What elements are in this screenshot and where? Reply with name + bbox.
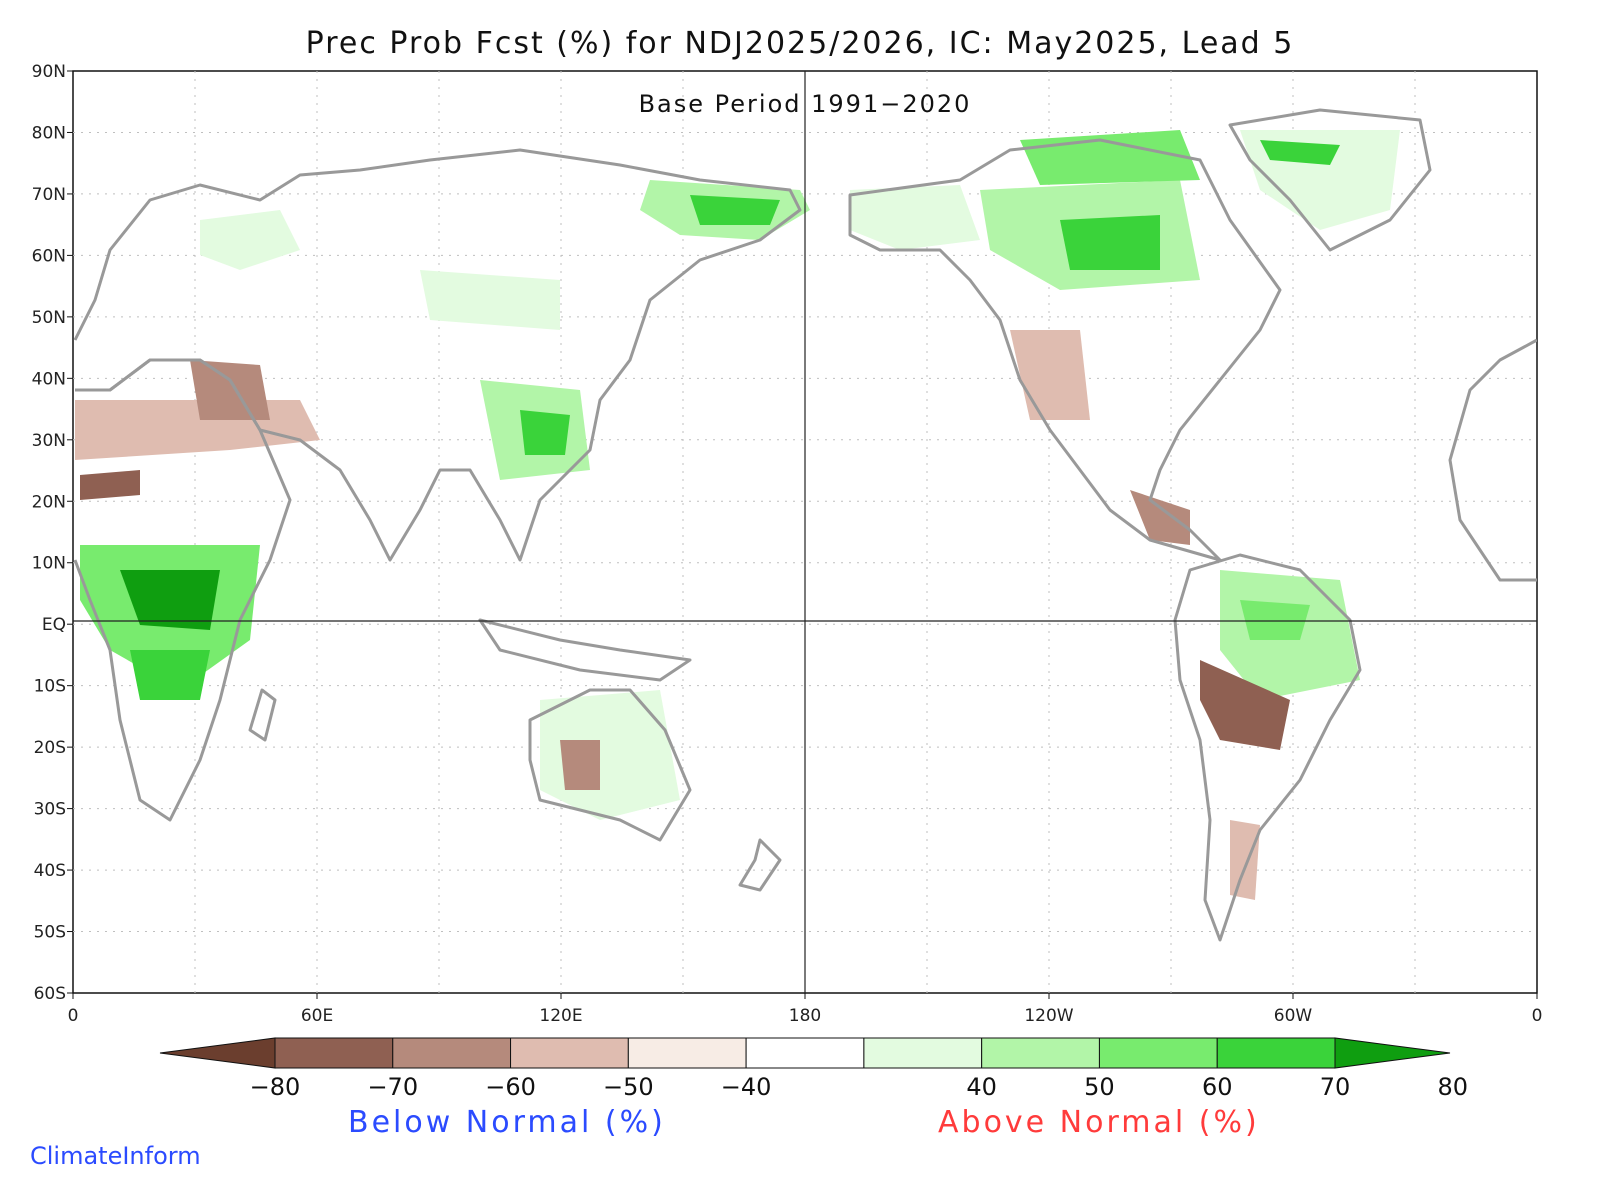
coast-europe-asia bbox=[73, 148, 802, 562]
lon-tick-label: 120W bbox=[1024, 1006, 1073, 1026]
lat-tick-label: 10S bbox=[34, 677, 66, 697]
colorbar-box bbox=[1098, 1037, 1218, 1069]
coast-south-america bbox=[1173, 553, 1362, 942]
lon-tick-label: 60E bbox=[301, 1006, 333, 1026]
map-body bbox=[73, 71, 1537, 993]
colorbar-left-arrow bbox=[159, 1037, 276, 1069]
lat-tick-label: 40S bbox=[34, 861, 66, 881]
coast-australia bbox=[528, 688, 692, 842]
coastlines bbox=[73, 108, 1537, 942]
lat-tick-label: EQ bbox=[42, 615, 66, 635]
lon-tick-label: 0 bbox=[68, 1006, 79, 1026]
colorbar-tick-label: −40 bbox=[721, 1073, 772, 1101]
colorbar-tick-label: −60 bbox=[485, 1073, 536, 1101]
colorbar-right-arrow bbox=[1334, 1037, 1451, 1069]
shade-andes-dry bbox=[1200, 660, 1290, 750]
shade-amazon-core bbox=[1240, 600, 1310, 640]
shade-china-core bbox=[520, 410, 570, 455]
shade-central-america bbox=[1130, 490, 1190, 545]
colorbar-box bbox=[627, 1037, 747, 1069]
colorbar-tick-label: −50 bbox=[603, 1073, 654, 1101]
latitude-axis: 90N 80N 70N 60N 50N 40N 30N 20N 10N EQ 10S 20S 30S 40… bbox=[32, 62, 73, 1004]
shade-east-africa bbox=[130, 650, 210, 700]
lat-tick-label: 80N bbox=[32, 123, 66, 143]
lat-tick-label: 20S bbox=[34, 738, 66, 758]
lon-tick-label: 120E bbox=[539, 1006, 582, 1026]
map-subtitle: Base Period 1991−2020 bbox=[639, 90, 972, 118]
colorbar-tick-label: 80 bbox=[1438, 1073, 1469, 1101]
shade-canada-core bbox=[1060, 215, 1160, 270]
colorbar-box bbox=[863, 1037, 983, 1069]
shade-north-europe bbox=[200, 210, 300, 270]
forecast-shading bbox=[75, 130, 1400, 900]
lat-tick-label: 10N bbox=[32, 554, 66, 574]
lat-tick-label: 30N bbox=[32, 431, 66, 451]
lat-tick-label: 90N bbox=[32, 62, 66, 82]
lat-tick-label: 50N bbox=[32, 308, 66, 328]
coast-west-africa-right bbox=[1448, 338, 1537, 582]
colorbar-box bbox=[745, 1037, 865, 1069]
colorbar-tick-label: 40 bbox=[966, 1073, 997, 1101]
colorbar-tick-label: −80 bbox=[250, 1073, 301, 1101]
lon-tick-label: 180 bbox=[789, 1006, 821, 1026]
colorbar-tick-label: −70 bbox=[367, 1073, 418, 1101]
coast-greenland bbox=[1228, 108, 1432, 252]
lat-tick-label: 60N bbox=[32, 246, 66, 266]
colorbar-box bbox=[392, 1037, 512, 1069]
colorbar-tick-label: 70 bbox=[1320, 1073, 1351, 1101]
shade-middle-east bbox=[190, 360, 270, 420]
coast-africa bbox=[73, 358, 292, 822]
colorbar-box bbox=[510, 1037, 629, 1069]
shade-patagonia bbox=[1230, 820, 1260, 900]
shade-central-asia-green bbox=[420, 270, 560, 330]
colorbar-tick-label: 50 bbox=[1084, 1073, 1115, 1101]
shade-siberia-core bbox=[690, 195, 780, 225]
lat-tick-label: 50S bbox=[34, 923, 66, 943]
shade-alaska bbox=[850, 185, 980, 250]
below-normal-label: Below Normal (%) bbox=[348, 1105, 666, 1140]
shade-congo-core bbox=[120, 570, 220, 630]
lon-tick-label: 60W bbox=[1274, 1006, 1313, 1026]
lat-tick-label: 60S bbox=[34, 984, 66, 1004]
colorbar-box bbox=[981, 1037, 1100, 1069]
longitude-axis: 0 60E 120E 180 120W 60W 0 bbox=[68, 993, 1543, 1026]
lat-tick-label: 20N bbox=[32, 492, 66, 512]
colorbar-box bbox=[274, 1037, 394, 1069]
coast-indonesia bbox=[478, 618, 692, 682]
colorbar-box bbox=[1216, 1037, 1336, 1069]
coast-north-america bbox=[848, 138, 1282, 562]
shade-sahara-dark bbox=[80, 470, 140, 500]
shade-australia-dry bbox=[560, 740, 600, 790]
lon-tick-label: 0 bbox=[1532, 1006, 1543, 1026]
colorbar: −80 −70 −60 −50 −40 40 50 60 70 80 bbox=[159, 1037, 1469, 1101]
shade-greenland-core bbox=[1260, 140, 1340, 165]
chart-title: Prec Prob Fcst (%) for NDJ2025/2026, IC:… bbox=[305, 26, 1295, 61]
above-normal-label: Above Normal (%) bbox=[938, 1105, 1260, 1140]
colorbar-tick-label: 60 bbox=[1202, 1073, 1233, 1101]
lat-tick-label: 70N bbox=[32, 185, 66, 205]
lat-tick-label: 30S bbox=[34, 800, 66, 820]
coast-new-zealand bbox=[738, 838, 782, 892]
coast-madagascar bbox=[248, 688, 277, 742]
lat-tick-label: 40N bbox=[32, 369, 66, 389]
shade-australia bbox=[540, 690, 680, 820]
brand-label: ClimateInform bbox=[30, 1142, 201, 1170]
